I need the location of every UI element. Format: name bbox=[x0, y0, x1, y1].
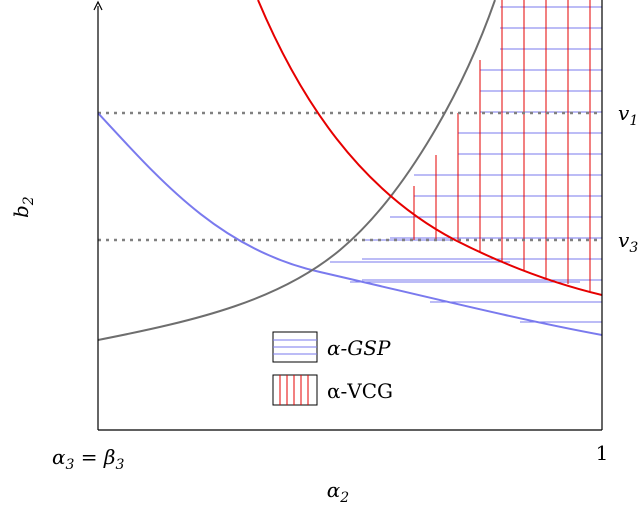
y-axis-arrow-icon bbox=[93, 0, 103, 11]
v1-label: v1 bbox=[618, 101, 638, 129]
legend-item-gsp: α-GSP bbox=[272, 331, 391, 363]
x-axis-label: α2 bbox=[327, 478, 350, 506]
gsp-boundary-curve bbox=[98, 112, 602, 336]
vcg-boundary-curve bbox=[257, 0, 602, 296]
y-axis-label: b2 bbox=[9, 196, 37, 218]
legend-gsp-pattern bbox=[273, 339, 317, 355]
legend-label-gsp: α-GSP bbox=[327, 336, 391, 360]
v3-label: v3 bbox=[618, 228, 638, 256]
x-tick-left: α3 = β3 bbox=[52, 445, 124, 473]
legend-item-vcg: α-VCG bbox=[272, 374, 393, 406]
legend-label-vcg: α-VCG bbox=[327, 379, 393, 403]
x-tick-right: 1 bbox=[596, 441, 609, 465]
vcg-hatch-region bbox=[413, 0, 591, 291]
gray-curve bbox=[98, 0, 496, 341]
legend-vcg-pattern bbox=[279, 375, 309, 405]
gsp-hatch-region bbox=[330, 6, 602, 323]
legend: α-GSP α-VCG bbox=[272, 331, 393, 406]
